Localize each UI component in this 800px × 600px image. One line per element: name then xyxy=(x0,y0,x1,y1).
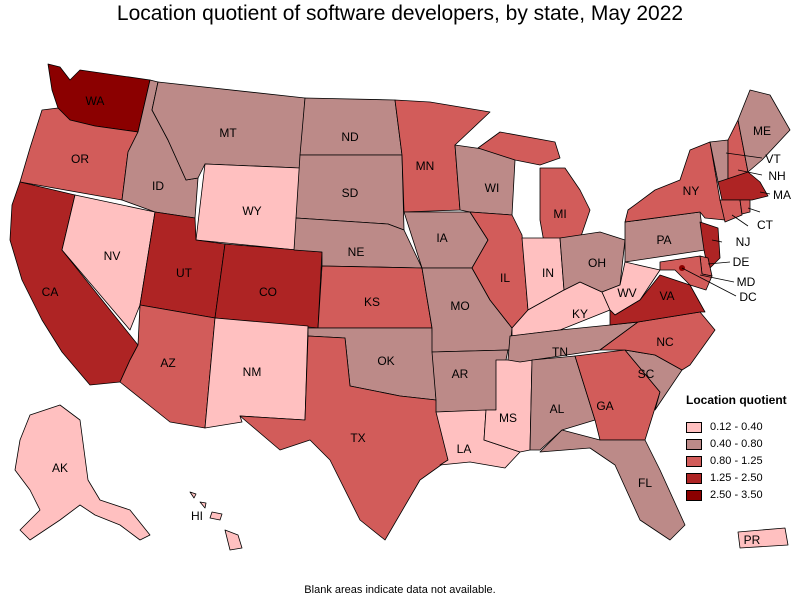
label-IN: IN xyxy=(542,266,554,280)
label-MD: MD xyxy=(737,275,756,289)
legend-swatch xyxy=(686,455,702,467)
label-GA: GA xyxy=(596,399,613,413)
label-HI: HI xyxy=(191,509,203,523)
label-TN: TN xyxy=(552,345,568,359)
state-CT[interactable] xyxy=(719,199,743,223)
map-title: Location quotient of software developers… xyxy=(116,2,684,25)
label-MT: MT xyxy=(219,126,237,140)
state-HI[interactable] xyxy=(189,491,243,551)
legend-label: 0.12 - 0.40 xyxy=(710,421,763,433)
label-ND: ND xyxy=(341,130,359,144)
label-MO: MO xyxy=(450,299,469,313)
legend-label: 1.25 - 2.50 xyxy=(710,472,763,484)
label-UT: UT xyxy=(176,266,193,280)
state-AK[interactable] xyxy=(14,404,151,541)
legend-label: 0.40 - 0.80 xyxy=(710,438,763,450)
label-PA: PA xyxy=(656,233,671,247)
label-MI: MI xyxy=(553,207,566,221)
state-NY[interactable] xyxy=(624,141,726,223)
label-NC: NC xyxy=(656,335,674,349)
label-OK: OK xyxy=(377,354,394,368)
label-CO: CO xyxy=(259,285,277,299)
label-DC: DC xyxy=(739,290,757,304)
label-AZ: AZ xyxy=(160,356,175,370)
legend-swatch xyxy=(686,489,702,501)
label-IL: IL xyxy=(500,271,510,285)
label-OH: OH xyxy=(588,256,606,270)
state-ND[interactable] xyxy=(299,97,403,156)
label-NV: NV xyxy=(104,249,121,263)
state-MI[interactable] xyxy=(477,131,591,249)
label-MN: MN xyxy=(416,159,435,173)
legend-item: 0.12 - 0.40 xyxy=(686,420,763,434)
label-NM: NM xyxy=(243,365,262,379)
state-TX[interactable] xyxy=(239,335,449,541)
legend-label: 2.50 - 3.50 xyxy=(710,489,763,501)
label-CT: CT xyxy=(757,218,774,232)
state-PR[interactable] xyxy=(737,527,789,549)
label-ID: ID xyxy=(152,179,164,193)
state-NJ[interactable] xyxy=(699,221,721,271)
label-MS: MS xyxy=(499,411,517,425)
legend-label: 0.80 - 1.25 xyxy=(710,455,763,467)
state-MD[interactable] xyxy=(659,255,713,291)
footnote: Blank areas indicate data not available. xyxy=(304,584,496,596)
state-NV[interactable] xyxy=(61,194,156,331)
legend-item: 2.50 - 3.50 xyxy=(686,488,763,502)
state-FL[interactable] xyxy=(539,429,686,541)
label-NJ: NJ xyxy=(736,235,751,249)
label-WI: WI xyxy=(485,181,500,195)
label-SD: SD xyxy=(342,186,359,200)
label-NE: NE xyxy=(348,245,365,259)
label-KS: KS xyxy=(364,295,380,309)
label-AK: AK xyxy=(52,461,68,475)
label-PR: PR xyxy=(744,533,761,547)
label-FL: FL xyxy=(638,476,652,490)
legend-item: 1.25 - 2.50 xyxy=(686,471,763,485)
legend-item: 0.80 - 1.25 xyxy=(686,454,763,468)
label-TX: TX xyxy=(350,431,365,445)
label-WY: WY xyxy=(242,204,261,218)
label-DE: DE xyxy=(733,255,750,269)
label-SC: SC xyxy=(638,367,655,381)
label-IA: IA xyxy=(436,231,447,245)
label-VA: VA xyxy=(659,289,674,303)
legend-item: 0.40 - 0.80 xyxy=(686,437,763,451)
label-AL: AL xyxy=(550,402,565,416)
label-OR: OR xyxy=(71,152,89,166)
legend-title: Location quotient xyxy=(686,393,787,407)
label-VT: VT xyxy=(765,152,781,166)
label-WV: WV xyxy=(617,286,636,300)
label-KY: KY xyxy=(572,307,588,321)
state-VA[interactable] xyxy=(609,274,706,326)
label-NY: NY xyxy=(683,184,700,198)
state-RI[interactable] xyxy=(739,199,751,215)
label-AR: AR xyxy=(452,367,469,381)
label-LA: LA xyxy=(457,442,472,456)
label-WA: WA xyxy=(86,94,105,108)
legend-swatch xyxy=(686,472,702,484)
label-NH: NH xyxy=(768,169,785,183)
label-ME: ME xyxy=(753,124,771,138)
legend-swatch xyxy=(686,421,702,433)
label-MA: MA xyxy=(773,188,791,202)
label-CA: CA xyxy=(42,285,59,299)
legend-swatch xyxy=(686,438,702,450)
